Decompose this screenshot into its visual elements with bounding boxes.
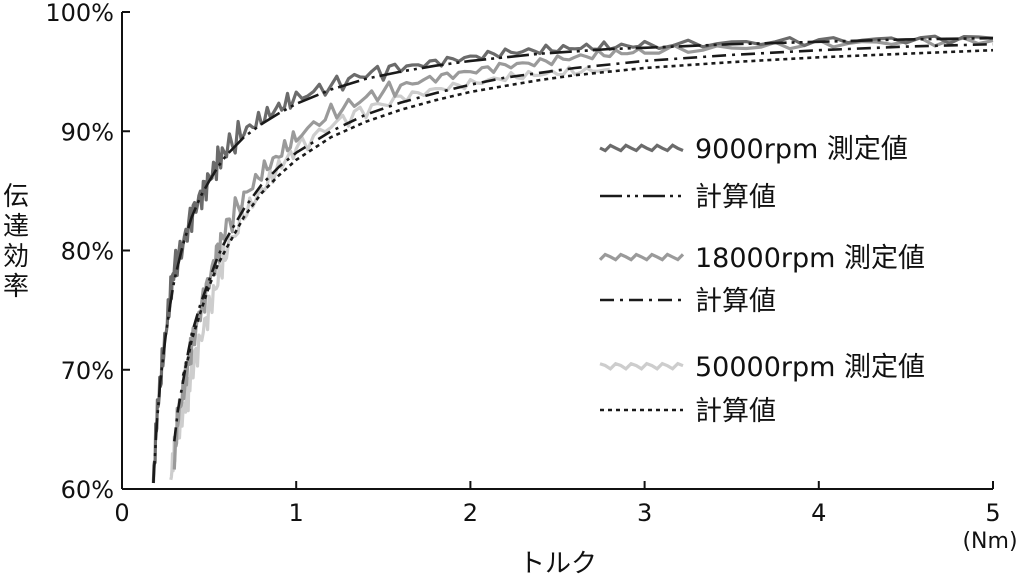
y-tick-label: 70% <box>61 357 114 385</box>
x-tick-label: 1 <box>289 499 304 527</box>
legend-label: 9000rpm 測定値 <box>695 134 908 165</box>
x-tick-label: 4 <box>811 499 826 527</box>
legend-label: 計算値 <box>695 182 776 213</box>
legend-label: 50000rpm 測定値 <box>695 352 925 383</box>
legend-swatch <box>599 361 684 371</box>
legend-swatch <box>599 143 684 153</box>
measured-series-line <box>151 34 994 484</box>
x-axis-title: トルク <box>519 549 597 577</box>
calculated-series-line <box>152 36 994 484</box>
x-tick-label: 2 <box>463 499 478 527</box>
legend-label: 計算値 <box>695 396 776 427</box>
y-tick-label: 100% <box>45 0 114 27</box>
legend-label: 計算値 <box>695 286 776 317</box>
y-tick-label: 90% <box>61 118 114 146</box>
x-tick-label: 3 <box>637 499 652 527</box>
y-tick-label: 80% <box>61 238 114 266</box>
y-axis-title: 伝達効率 <box>3 182 29 302</box>
x-tick-label: 0 <box>114 499 129 527</box>
calculated-series-line <box>173 42 994 442</box>
measured-series-line <box>172 36 994 470</box>
legend-label: 18000rpm 測定値 <box>695 243 925 274</box>
calculated-series-line <box>181 48 994 377</box>
x-tick-label: 5 <box>985 499 1000 527</box>
series-lines <box>151 34 994 484</box>
legend-swatch <box>598 252 685 262</box>
x-axis-unit: (Nm) <box>962 529 1017 554</box>
axes: 60% 70% 80% 90% 100% 0 1 2 3 4 5 <box>45 0 1000 527</box>
y-tick-label: 60% <box>61 476 114 504</box>
